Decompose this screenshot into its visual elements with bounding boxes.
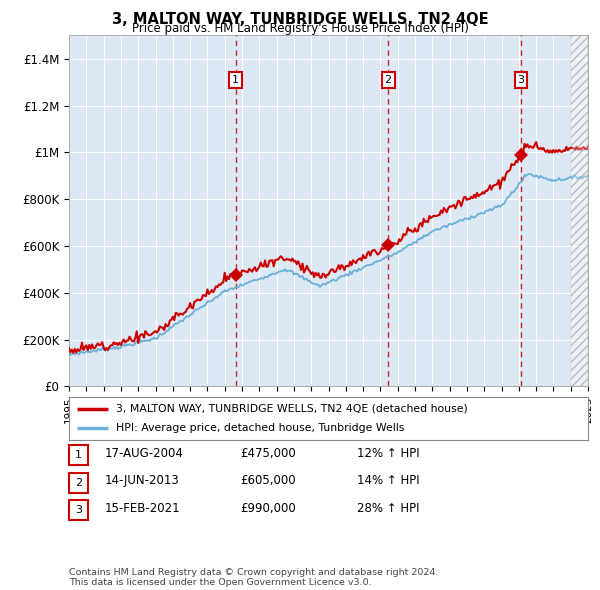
- Text: Contains HM Land Registry data © Crown copyright and database right 2024.
This d: Contains HM Land Registry data © Crown c…: [69, 568, 439, 587]
- Text: 3: 3: [75, 506, 82, 515]
- Text: Price paid vs. HM Land Registry's House Price Index (HPI): Price paid vs. HM Land Registry's House …: [131, 22, 469, 35]
- Text: 14-JUN-2013: 14-JUN-2013: [105, 474, 180, 487]
- Text: 15-FEB-2021: 15-FEB-2021: [105, 502, 181, 515]
- Text: 2: 2: [75, 478, 82, 487]
- Text: 1: 1: [75, 450, 82, 460]
- Text: £990,000: £990,000: [240, 502, 296, 515]
- Text: HPI: Average price, detached house, Tunbridge Wells: HPI: Average price, detached house, Tunb…: [116, 423, 404, 433]
- Text: £475,000: £475,000: [240, 447, 296, 460]
- Text: 3, MALTON WAY, TUNBRIDGE WELLS, TN2 4QE (detached house): 3, MALTON WAY, TUNBRIDGE WELLS, TN2 4QE …: [116, 404, 467, 414]
- Text: 14% ↑ HPI: 14% ↑ HPI: [357, 474, 419, 487]
- Text: £605,000: £605,000: [240, 474, 296, 487]
- Text: 12% ↑ HPI: 12% ↑ HPI: [357, 447, 419, 460]
- Text: 1: 1: [232, 75, 239, 85]
- Text: 17-AUG-2004: 17-AUG-2004: [105, 447, 184, 460]
- Text: 2: 2: [385, 75, 392, 85]
- Text: 28% ↑ HPI: 28% ↑ HPI: [357, 502, 419, 515]
- Text: 3: 3: [517, 75, 524, 85]
- Text: 3, MALTON WAY, TUNBRIDGE WELLS, TN2 4QE: 3, MALTON WAY, TUNBRIDGE WELLS, TN2 4QE: [112, 12, 488, 27]
